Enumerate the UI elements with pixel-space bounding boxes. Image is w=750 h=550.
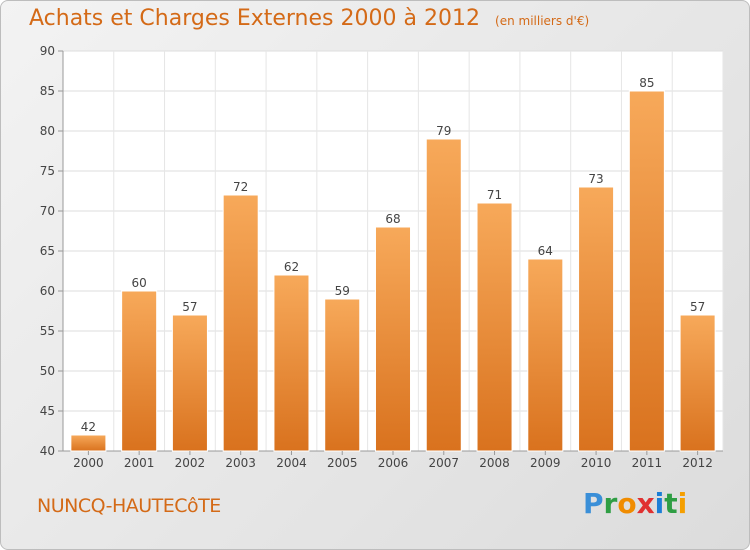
bar-2009 <box>527 258 564 452</box>
logo-letter: o <box>617 487 637 520</box>
x-tick-label-2006: 2006 <box>378 456 409 470</box>
logo-letter: r <box>603 487 618 520</box>
y-tick-label-55: 55 <box>40 324 55 338</box>
bar-2005 <box>324 298 361 452</box>
y-tick-label-40: 40 <box>40 444 55 458</box>
bar-2012 <box>679 314 716 452</box>
bar-2010 <box>578 186 615 452</box>
logo-letter: t <box>664 487 678 520</box>
bar-2003 <box>222 194 259 452</box>
x-tick-label-2000: 2000 <box>73 456 104 470</box>
x-tick-label-2002: 2002 <box>175 456 206 470</box>
logo-letter: x <box>636 487 655 520</box>
bar-value-label-2006: 68 <box>385 212 400 226</box>
logo-letter: P <box>583 487 604 520</box>
bar-value-label-2003: 72 <box>233 180 248 194</box>
chart-title-block: Achats et Charges Externes 2000 à 2012 (… <box>29 6 589 31</box>
y-tick-label-80: 80 <box>40 124 55 138</box>
bar-value-label-2009: 64 <box>538 244 553 258</box>
x-tick-label-2009: 2009 <box>530 456 561 470</box>
x-tick-label-2010: 2010 <box>581 456 612 470</box>
x-tick-label-2008: 2008 <box>479 456 510 470</box>
bar-value-label-2000: 42 <box>81 420 96 434</box>
bar-2008 <box>476 202 513 452</box>
y-tick-label-90: 90 <box>40 44 55 58</box>
y-tick-label-85: 85 <box>40 84 55 98</box>
chart-unit-note: (en milliers d'€) <box>495 14 590 28</box>
bar-2000 <box>70 434 107 452</box>
bar-value-label-2005: 59 <box>335 284 350 298</box>
proxiti-logo: Proxiti <box>583 487 687 520</box>
bar-value-label-2007: 79 <box>436 124 451 138</box>
bar-value-label-2001: 60 <box>132 276 147 290</box>
bar-value-label-2004: 62 <box>284 260 299 274</box>
y-tick-label-75: 75 <box>40 164 55 178</box>
x-tick-label-2005: 2005 <box>327 456 358 470</box>
bar-value-label-2010: 73 <box>588 172 603 186</box>
x-tick-label-2004: 2004 <box>276 456 307 470</box>
x-tick-label-2007: 2007 <box>428 456 459 470</box>
bar-2006 <box>374 226 412 452</box>
x-tick-label-2011: 2011 <box>632 456 663 470</box>
y-tick-label-50: 50 <box>40 364 55 378</box>
logo-letter: i <box>677 487 688 520</box>
y-tick-label-65: 65 <box>40 244 55 258</box>
x-tick-label-2012: 2012 <box>682 456 713 470</box>
bar-2001 <box>121 290 158 452</box>
logo-letter: i <box>654 487 665 520</box>
x-tick-label-2003: 2003 <box>225 456 256 470</box>
bar-2011 <box>628 90 665 452</box>
bar-value-label-2002: 57 <box>182 300 197 314</box>
y-tick-label-60: 60 <box>40 284 55 298</box>
chart-title: Achats et Charges Externes 2000 à 2012 <box>29 6 480 31</box>
y-tick-label-45: 45 <box>40 404 55 418</box>
bar-value-label-2012: 57 <box>690 300 705 314</box>
bar-2004 <box>273 274 310 452</box>
bar-value-label-2008: 71 <box>487 188 502 202</box>
bar-2002 <box>171 314 208 452</box>
x-tick-label-2001: 2001 <box>124 456 155 470</box>
y-tick-label-70: 70 <box>40 204 55 218</box>
bar-value-label-2011: 85 <box>639 76 654 90</box>
commune-name: NUNCQ-HAUTECôTE <box>37 495 221 517</box>
bar-2007 <box>425 138 462 452</box>
